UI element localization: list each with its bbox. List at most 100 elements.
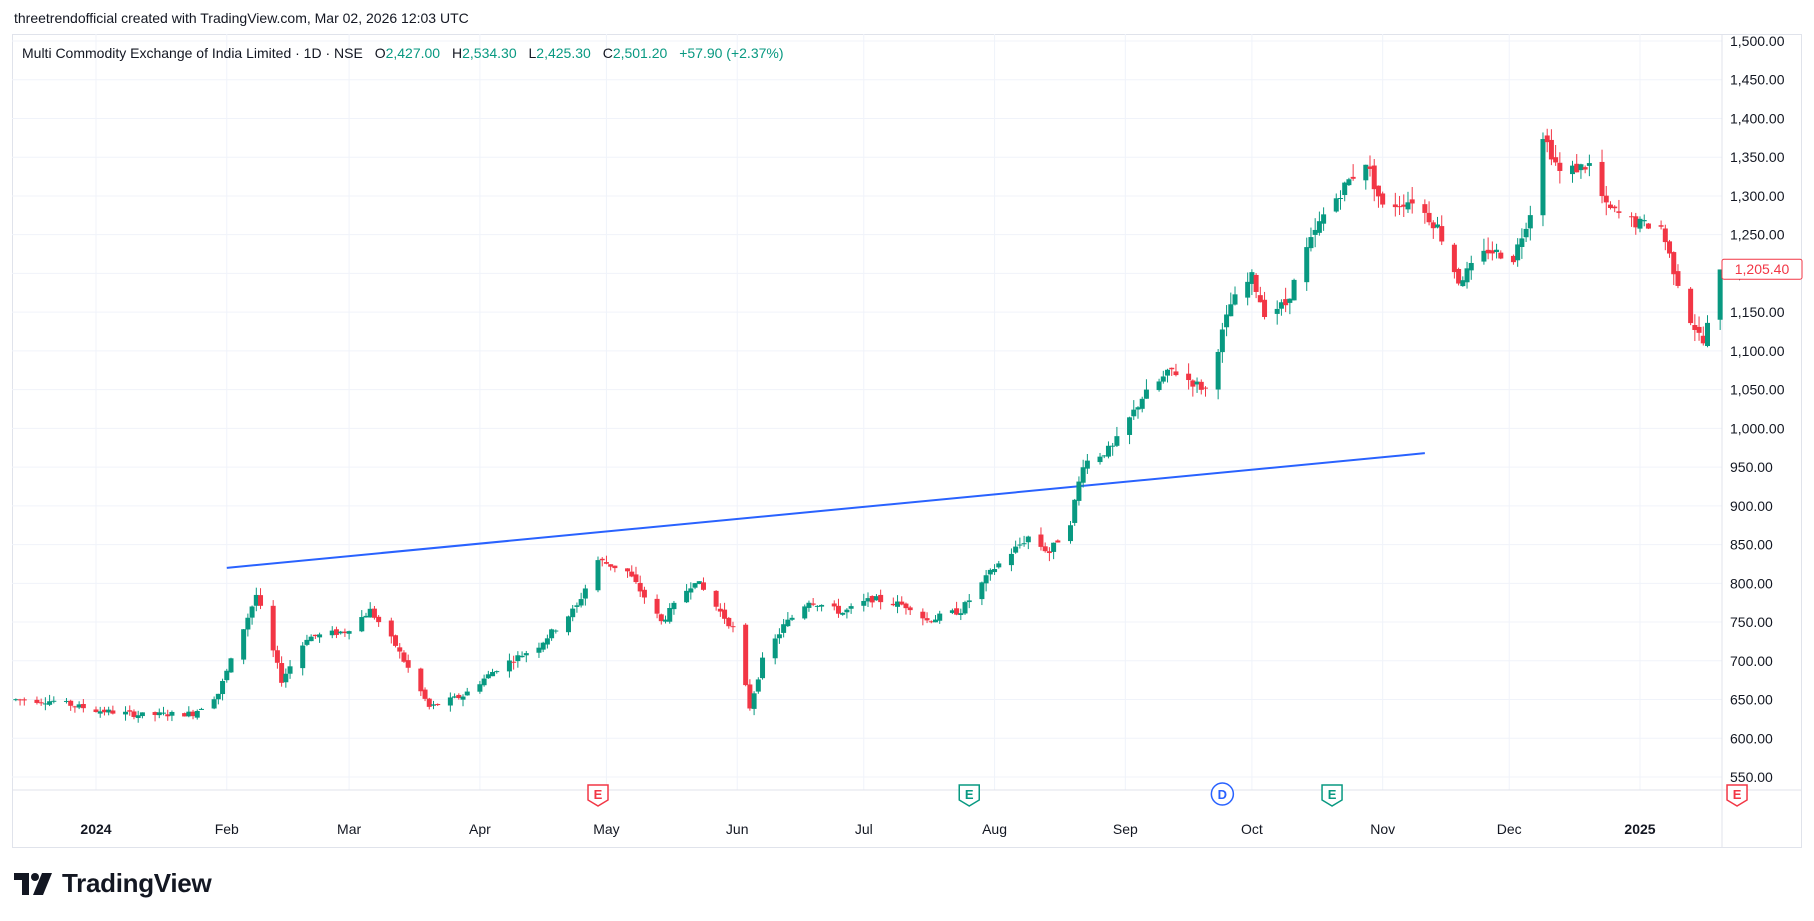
candle-body	[342, 631, 348, 634]
event-marker-label: D	[1218, 787, 1227, 802]
candle-body	[393, 635, 399, 646]
candle-body	[1645, 223, 1651, 229]
candle-body	[654, 598, 660, 614]
candle-body	[211, 699, 217, 709]
candle-body	[1080, 467, 1086, 483]
candle-body	[224, 670, 230, 681]
candle-body	[949, 610, 955, 613]
candle-body	[1105, 445, 1111, 457]
candle-body	[220, 680, 226, 695]
time-tick-label: 2025	[1624, 821, 1655, 837]
candle-body	[802, 606, 808, 619]
price-tick-label: 850.00	[1730, 537, 1773, 553]
time-tick-label: Mar	[337, 821, 361, 837]
candle-body	[1700, 335, 1706, 344]
open-value: 2,427.00	[385, 45, 441, 61]
candle-body	[1456, 268, 1462, 284]
candle-body	[253, 594, 259, 606]
candle-body	[844, 609, 850, 613]
candle-body	[1304, 247, 1310, 283]
candle-body	[1051, 542, 1057, 552]
tradingview-brand[interactable]: TradingView	[14, 868, 212, 899]
candle-body	[1025, 536, 1031, 543]
candle-body	[80, 703, 86, 709]
candle-body	[1586, 163, 1592, 166]
candle-body	[283, 673, 289, 683]
candle-body	[730, 626, 736, 628]
candle-body	[182, 713, 188, 717]
candle-body	[1662, 228, 1668, 243]
price-tick-label: 550.00	[1730, 769, 1773, 785]
candle-body	[1224, 314, 1230, 328]
price-tick-label: 1,050.00	[1730, 382, 1785, 398]
time-tick-label: Oct	[1241, 821, 1263, 837]
candle-body	[367, 608, 373, 618]
candle-body	[1190, 380, 1196, 387]
chart-frame[interactable]	[12, 34, 1802, 848]
candle-body	[1675, 271, 1681, 286]
candle-body	[1135, 407, 1141, 410]
candle-body	[722, 609, 728, 619]
candle-body	[895, 601, 901, 607]
candle-body	[1249, 272, 1255, 284]
candle-body	[1426, 212, 1432, 223]
candle-body	[878, 594, 884, 603]
last-price-tag-label: 1,205.40	[1735, 261, 1790, 277]
candle-body	[1671, 252, 1677, 275]
candle-body	[249, 606, 255, 618]
trendline-layer	[226, 452, 1425, 569]
candle-body	[190, 711, 196, 717]
low-label: L	[528, 45, 537, 61]
time-tick-label: Dec	[1497, 821, 1522, 837]
candle-body	[186, 711, 192, 717]
candle-body	[1202, 387, 1208, 389]
candle-body	[726, 617, 732, 627]
last-price-tag: 1,205.40	[1721, 258, 1803, 280]
tradingview-logo-icon	[14, 872, 52, 895]
candle-body	[1283, 299, 1289, 306]
candle-body	[553, 630, 559, 632]
candle-body	[751, 693, 757, 709]
candle-body	[979, 582, 985, 600]
candle-body	[506, 660, 512, 672]
candle-body	[1409, 199, 1415, 204]
candle-body	[713, 590, 719, 607]
candle-body	[907, 607, 913, 611]
candle-body	[1337, 197, 1343, 199]
open-label: O	[374, 45, 386, 61]
earnings-marker-icon: D	[1210, 782, 1235, 806]
candle-body	[819, 604, 825, 607]
candle-body	[603, 562, 609, 564]
candle-body	[1460, 280, 1466, 287]
candle-body	[241, 629, 247, 660]
candle-body	[861, 600, 867, 606]
candle-body	[570, 608, 576, 618]
candle-body	[300, 645, 306, 669]
price-tick-label: 800.00	[1730, 575, 1773, 591]
candle-body	[582, 588, 588, 599]
candle-body	[1228, 304, 1234, 317]
candle-body	[612, 565, 618, 569]
candle-body	[1084, 460, 1090, 469]
candle-body	[1097, 456, 1103, 463]
price-tick-label: 1,100.00	[1730, 343, 1785, 359]
candle-body	[1371, 165, 1377, 190]
price-tick-label: 700.00	[1730, 653, 1773, 669]
candle-body	[447, 697, 453, 706]
close-value: 2,501.20	[612, 45, 668, 61]
candle-body	[1637, 218, 1643, 229]
candle-body	[785, 619, 791, 627]
price-tick-label: 950.00	[1730, 459, 1773, 475]
candle-body	[1067, 525, 1073, 542]
candle-body	[1008, 553, 1014, 566]
candle-body	[359, 617, 365, 632]
candle-body	[511, 661, 517, 663]
candle-body	[1342, 182, 1348, 196]
candle-body	[1114, 436, 1120, 446]
candle-body	[1253, 274, 1259, 292]
candle-body	[776, 634, 782, 639]
candle-body	[93, 709, 99, 713]
candle-body	[215, 693, 221, 700]
symbol-legend[interactable]: Multi Commodity Exchange of India Limite…	[22, 45, 784, 61]
